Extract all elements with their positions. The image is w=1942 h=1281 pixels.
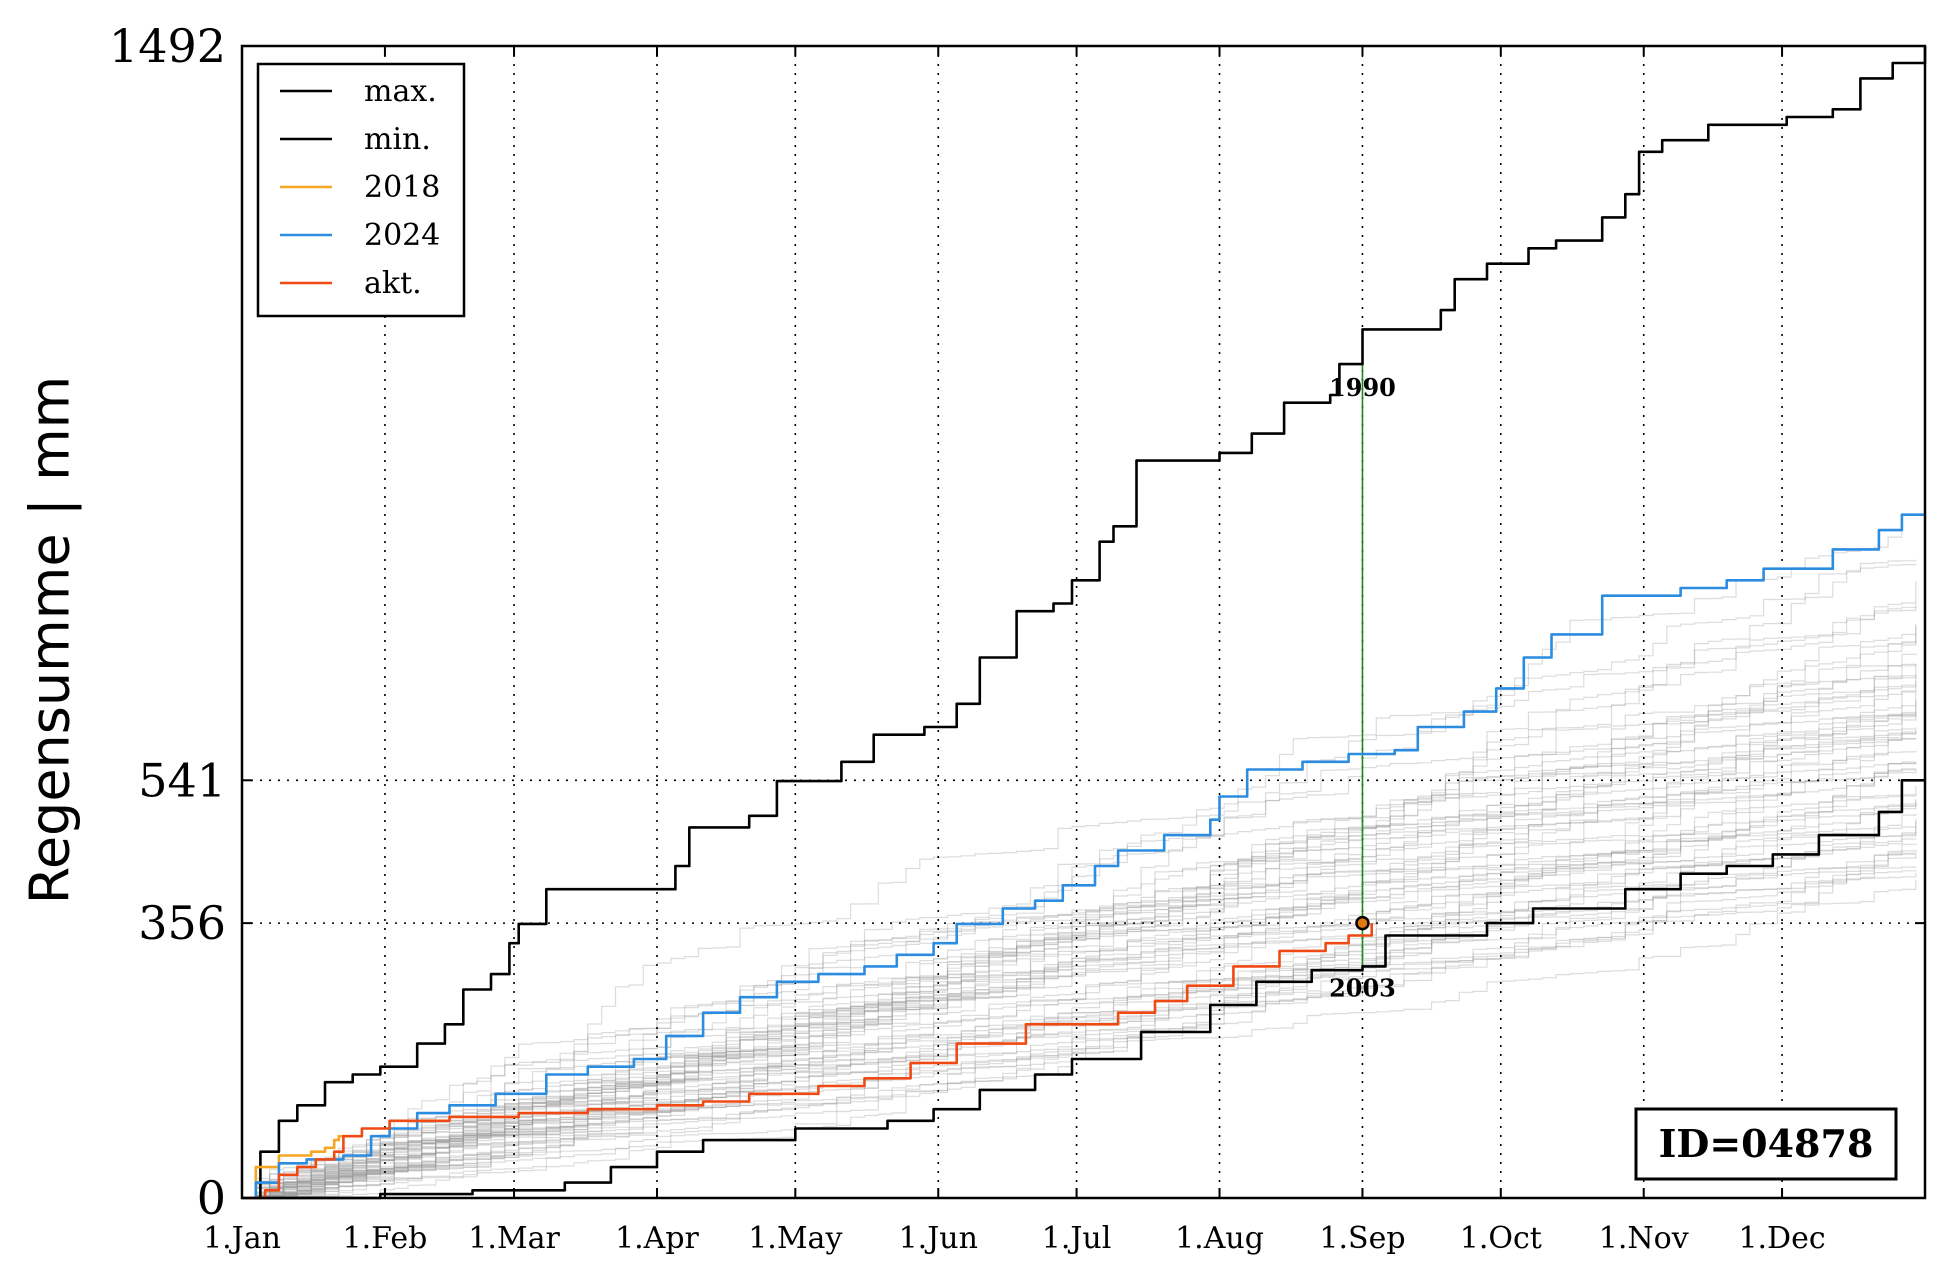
historical-year-line <box>242 873 1917 1199</box>
historical-year-line <box>242 715 1917 1199</box>
historical-year-line <box>242 853 1917 1199</box>
x-tick-label: 1.Jan <box>203 1221 281 1256</box>
historical-year-line <box>242 686 1917 1199</box>
historical-year-line <box>242 581 1917 1199</box>
y-tick-label: 356 <box>138 896 226 950</box>
historical-year-line <box>242 854 1917 1199</box>
historical-year-line <box>242 653 1917 1199</box>
historical-year-line <box>242 832 1917 1199</box>
historical-year-line <box>242 813 1917 1199</box>
historical-year-line <box>242 768 1917 1199</box>
x-tick-label: 1.Nov <box>1599 1221 1689 1256</box>
historical-year-line <box>242 676 1917 1199</box>
current-value-point <box>1355 915 1370 931</box>
legend: max. min. 2018 2024 akt. <box>256 62 466 318</box>
x-tick-label: 1.Apr <box>615 1221 699 1256</box>
historical-year-line <box>242 750 1917 1199</box>
historical-year-line <box>242 850 1917 1199</box>
historical-year-line <box>242 727 1917 1199</box>
historical-year-line <box>242 768 1917 1199</box>
station-id-box: ID=04878 <box>1634 1107 1898 1181</box>
historical-year-line <box>242 663 1917 1199</box>
historical-year-line <box>242 805 1917 1199</box>
x-tick-label: 1.Jul <box>1042 1221 1112 1256</box>
historical-year-line <box>242 738 1917 1199</box>
historical-year-line <box>242 680 1917 1199</box>
y-tick-label: 0 <box>197 1171 226 1225</box>
annotation-min-year: 2003 <box>1329 973 1396 1002</box>
historical-year-line <box>242 821 1917 1199</box>
historical-year-line <box>242 663 1917 1199</box>
series-line-akt <box>242 923 1373 1200</box>
historical-year-line <box>242 632 1917 1199</box>
x-tick-label: 1.Sep <box>1319 1221 1405 1256</box>
historical-year-line <box>242 711 1917 1199</box>
historical-year-line <box>242 785 1917 1199</box>
y-axis-label: Regensumme | mm <box>18 375 82 905</box>
x-tick-label: 1.Dec <box>1738 1221 1825 1256</box>
historical-years-background <box>242 514 1917 1199</box>
legend-label: min. <box>364 122 431 157</box>
legend-label: 2024 <box>364 218 440 253</box>
x-tick-label: 1.Feb <box>343 1221 428 1256</box>
historical-year-line <box>242 674 1917 1199</box>
historical-year-line <box>242 838 1917 1199</box>
legend-label: max. <box>364 74 437 109</box>
historical-year-line <box>242 690 1917 1199</box>
historical-year-line <box>242 704 1917 1199</box>
historical-year-line <box>242 799 1917 1199</box>
historical-year-line <box>242 700 1917 1199</box>
historical-year-line <box>242 606 1917 1199</box>
historical-year-line <box>242 794 1916 1199</box>
historical-year-line <box>242 692 1917 1199</box>
legend-label: 2018 <box>364 170 440 205</box>
marker-points <box>1355 915 1370 931</box>
legend-frame <box>256 62 466 318</box>
historical-year-line <box>242 713 1917 1199</box>
historical-year-line <box>242 866 1917 1199</box>
historical-year-line <box>242 664 1917 1199</box>
historical-year-line <box>242 730 1917 1199</box>
series-line-2024 <box>242 513 1925 1200</box>
historical-year-line <box>242 869 1917 1199</box>
y-tick-label: 1492 <box>109 19 226 73</box>
series-line-2018 <box>242 1134 345 1200</box>
historical-year-line <box>242 559 1917 1199</box>
y-tick-label: 541 <box>138 753 226 807</box>
historical-year-line <box>242 843 1917 1199</box>
historical-year-line <box>242 800 1917 1199</box>
series-lines <box>242 46 1927 1200</box>
station-id-frame <box>1634 1107 1898 1181</box>
series-line-max <box>242 46 1927 1200</box>
annotation-max-year: 1990 <box>1329 373 1396 402</box>
x-tick-label: 1.Oct <box>1460 1221 1542 1256</box>
historical-year-line <box>242 738 1917 1199</box>
historical-year-line <box>242 563 1917 1199</box>
series-line-min <box>242 779 1925 1200</box>
annotations: 1990 2003 <box>1329 373 1396 1002</box>
historical-year-line <box>242 733 1917 1199</box>
axis-ticks: 0 356 541 1492 1.Jan 1.Feb 1.Mar 1.Apr 1.May 1.Ju… <box>109 19 1925 1256</box>
historical-year-line <box>242 762 1917 1199</box>
historical-year-line <box>242 514 1917 1199</box>
historical-year-line <box>242 714 1917 1199</box>
station-id-text: ID=04878 <box>1659 1121 1874 1166</box>
x-tick-label: 1.Mar <box>468 1221 560 1256</box>
x-tick-label: 1.May <box>748 1221 842 1256</box>
historical-year-line <box>242 851 1917 1199</box>
x-tick-label: 1.Jun <box>899 1221 978 1256</box>
historical-year-line <box>242 626 1917 1199</box>
plot-frame <box>240 44 1927 1200</box>
x-tick-label: 1.Aug <box>1175 1221 1264 1256</box>
historical-year-line <box>242 623 1917 1199</box>
legend-label: akt. <box>364 266 422 301</box>
historical-year-line <box>242 730 1917 1199</box>
historical-year-line <box>242 603 1917 1199</box>
historical-year-line <box>242 770 1917 1199</box>
historical-year-line <box>242 640 1917 1199</box>
historical-year-line <box>242 761 1917 1199</box>
historical-year-line <box>242 763 1917 1199</box>
